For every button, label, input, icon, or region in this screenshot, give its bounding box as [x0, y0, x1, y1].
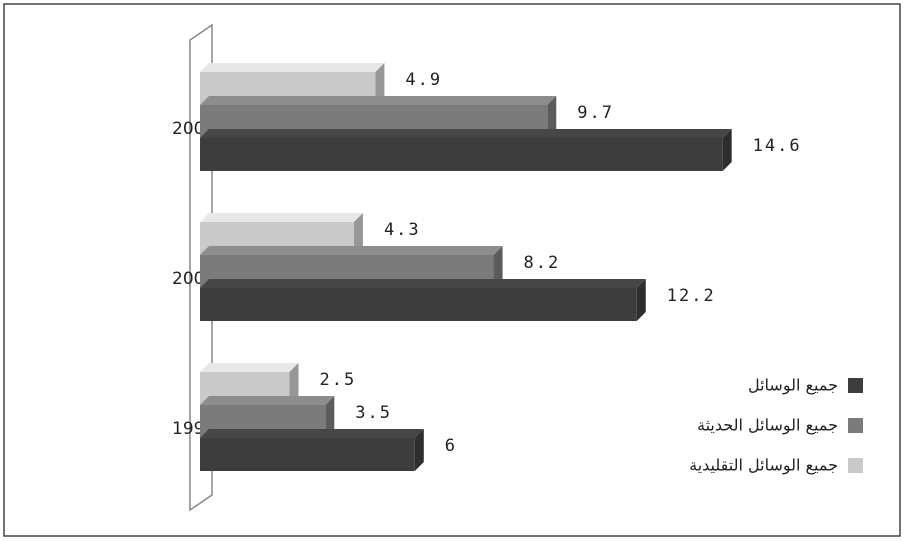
bar-side [722, 129, 732, 171]
bar-side [325, 396, 335, 438]
bar [200, 438, 415, 471]
bar-side [414, 429, 424, 471]
bar [200, 288, 637, 321]
bar-side [375, 63, 385, 105]
legend-swatch [848, 418, 863, 433]
legend-label: جميع الوسائل التقليدية [689, 456, 838, 476]
value-label: 9.7 [577, 103, 614, 123]
bar-top [200, 246, 503, 255]
bar-top [200, 129, 732, 138]
bar-top [200, 396, 335, 405]
legend-label: جميع الوسائل الحديثة [697, 416, 838, 436]
legend-swatch [848, 458, 863, 473]
bar-side [353, 213, 363, 255]
value-label: 12.2 [667, 286, 716, 306]
value-label: 6 [445, 436, 457, 456]
bar-side [636, 279, 646, 321]
value-label: 4.3 [384, 220, 421, 240]
value-label: 3.5 [355, 403, 392, 423]
value-label: 14.6 [753, 136, 802, 156]
bar-top [200, 363, 299, 372]
bar-top [200, 429, 424, 438]
legend-label: جميع الوسائل [748, 376, 838, 396]
bar-top [200, 213, 363, 222]
bar-side [547, 96, 557, 138]
bar-side [493, 246, 503, 288]
bar-top [200, 63, 385, 72]
value-label: 4.9 [405, 70, 442, 90]
value-label: 8.2 [524, 253, 561, 273]
bar-side [289, 363, 299, 405]
value-label: 2.5 [320, 370, 357, 390]
bar-top [200, 279, 646, 288]
bar-top [200, 96, 557, 105]
legend-swatch [848, 378, 863, 393]
bar [200, 138, 723, 171]
